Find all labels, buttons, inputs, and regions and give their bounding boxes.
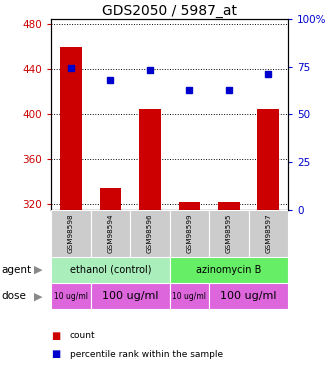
Text: ethanol (control): ethanol (control) [70,265,151,275]
Text: GSM98594: GSM98594 [108,214,114,253]
Text: 10 ug/ml: 10 ug/ml [172,292,206,301]
Bar [249,210,288,257]
Text: GSM98596: GSM98596 [147,214,153,253]
Text: 10 ug/ml: 10 ug/ml [54,292,88,301]
Text: dose: dose [2,291,26,301]
Text: azinomycin B: azinomycin B [196,265,261,275]
Bar [209,210,249,257]
Text: GSM98595: GSM98595 [226,214,232,253]
Text: agent: agent [2,265,32,275]
Text: ■: ■ [51,331,61,340]
Bar [169,283,209,309]
Bar [178,202,200,210]
Text: ▶: ▶ [34,291,42,301]
Bar [130,210,169,257]
Text: 100 ug/ml: 100 ug/ml [220,291,277,301]
Text: GSM98597: GSM98597 [265,214,271,253]
Bar [100,188,121,210]
Text: count: count [70,331,95,340]
Bar [91,210,130,257]
Bar [51,283,91,309]
Bar [258,109,279,210]
Bar [51,257,169,283]
Bar [60,47,82,210]
Text: 100 ug/ml: 100 ug/ml [102,291,159,301]
Text: percentile rank within the sample: percentile rank within the sample [70,350,223,359]
Bar [209,283,288,309]
Title: GDS2050 / 5987_at: GDS2050 / 5987_at [102,4,237,18]
Bar [218,202,240,210]
Text: ■: ■ [51,350,61,359]
Bar [91,283,169,309]
Bar [169,257,288,283]
Text: ▶: ▶ [34,265,42,275]
Bar [139,109,161,210]
Text: GSM98599: GSM98599 [186,214,192,253]
Text: GSM98598: GSM98598 [68,214,74,253]
Bar [169,210,209,257]
Bar [51,210,91,257]
